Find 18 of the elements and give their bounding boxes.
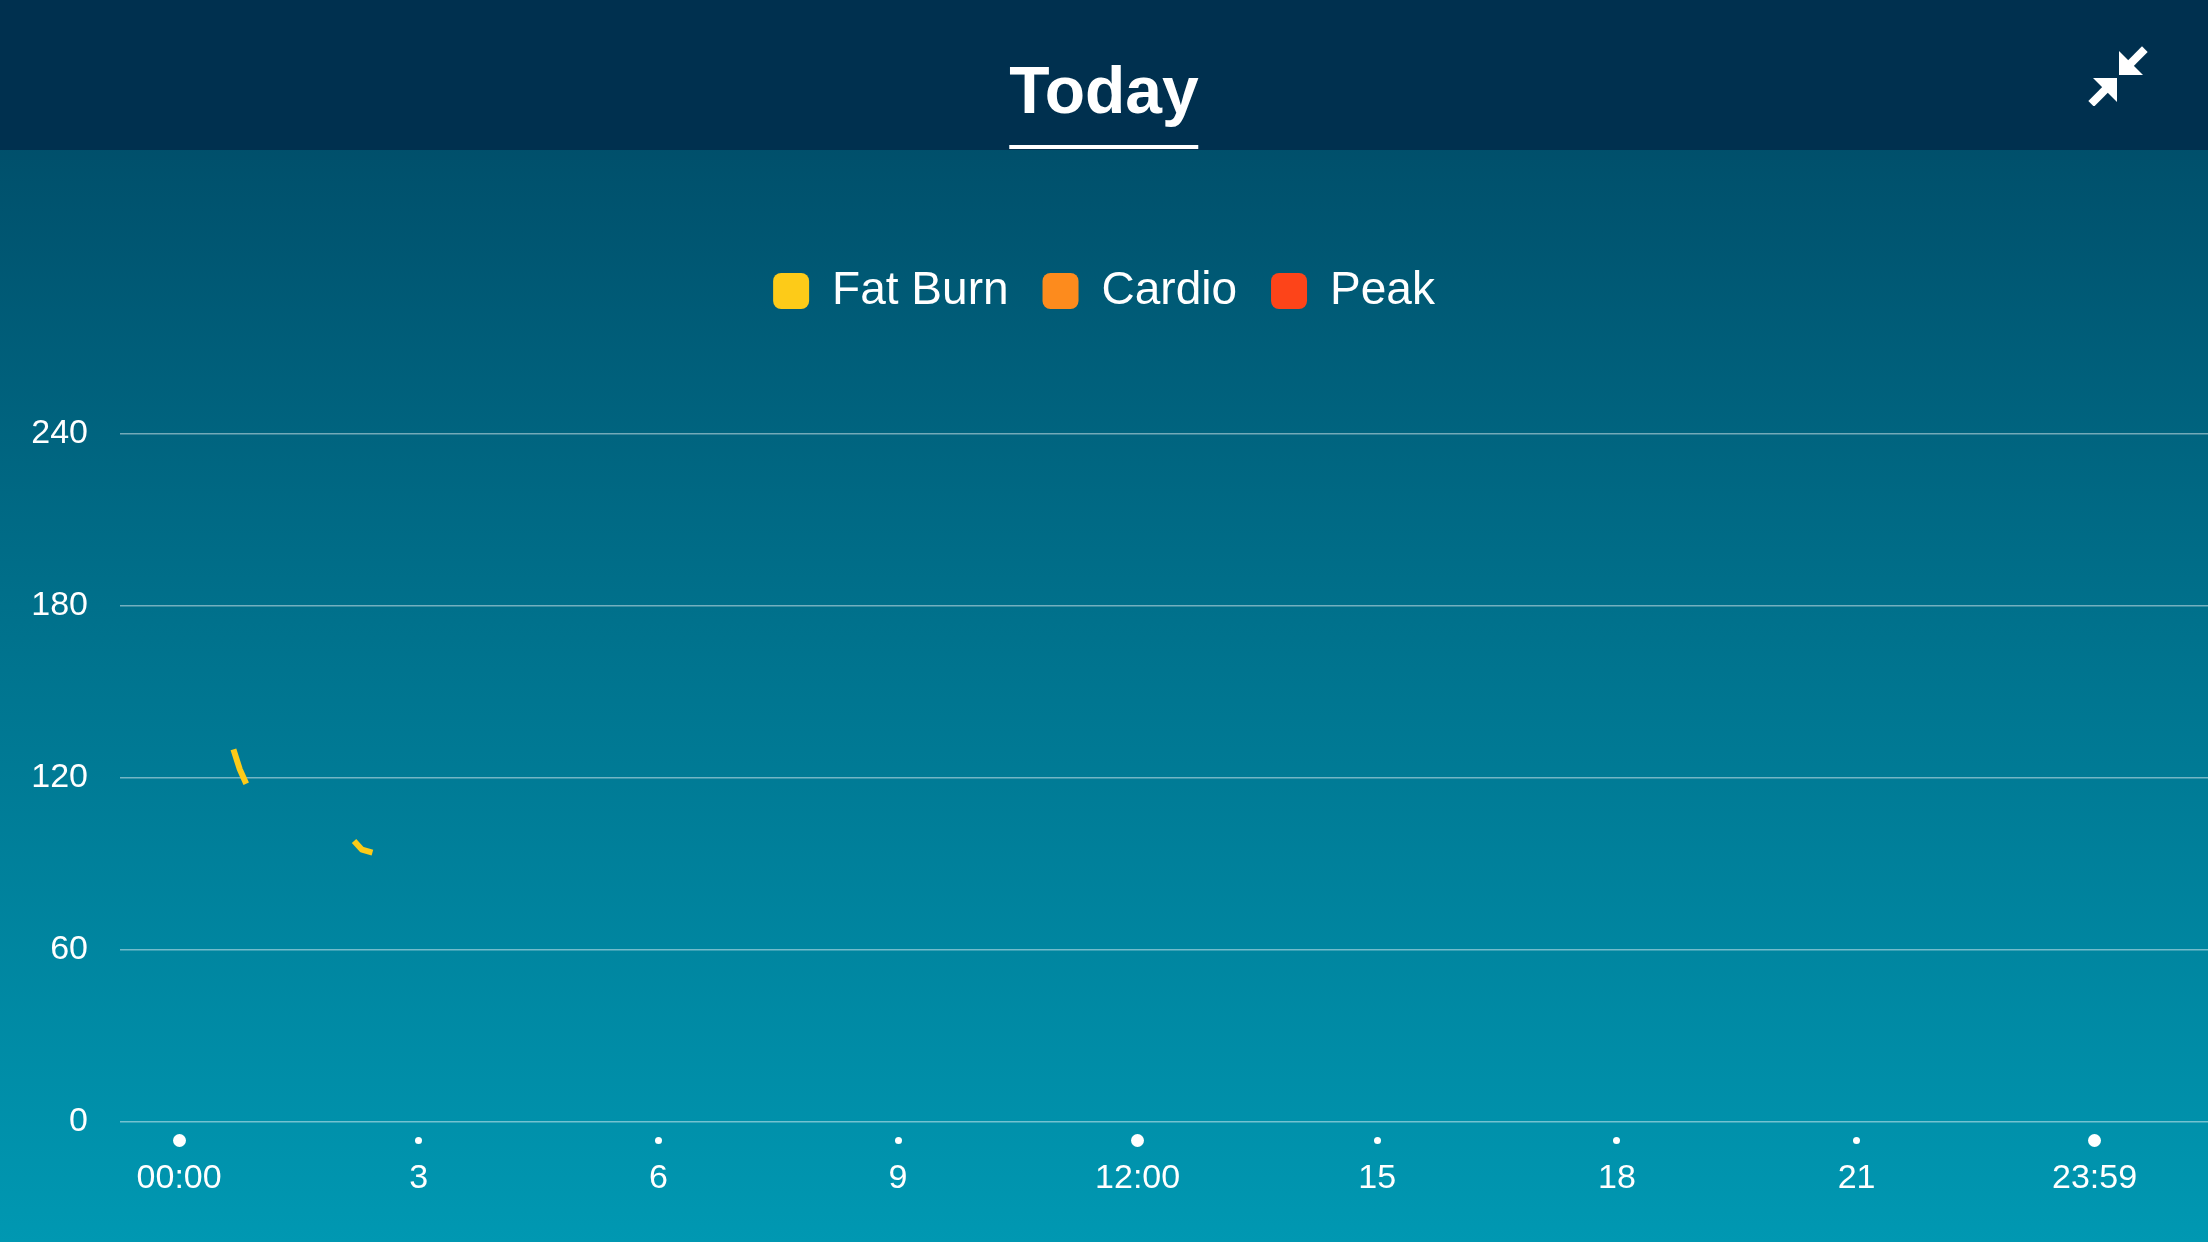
x-tick-label: 18 xyxy=(1597,1156,1636,1195)
y-tick-label: 240 xyxy=(31,412,88,451)
legend-label: Peak xyxy=(1330,261,1436,314)
chart-title: Today xyxy=(1009,53,1199,127)
x-tick-label: 12:00 xyxy=(1095,1156,1181,1195)
legend-label: Fat Burn xyxy=(832,261,1009,314)
legend-label: Cardio xyxy=(1101,261,1238,314)
x-tick-label: 3 xyxy=(409,1156,429,1195)
x-tick-label: 23:59 xyxy=(2052,1156,2138,1195)
x-tick-label: 6 xyxy=(648,1156,668,1195)
x-tick-label: 00:00 xyxy=(136,1156,222,1195)
x-tick-label: 15 xyxy=(1358,1156,1397,1195)
y-tick-label: 180 xyxy=(31,584,88,623)
x-tick-label: 21 xyxy=(1837,1156,1876,1195)
x-tick-label: 9 xyxy=(888,1156,908,1195)
y-tick-label: 120 xyxy=(31,756,88,795)
y-tick-label: 60 xyxy=(50,928,88,967)
y-tick-label: 0 xyxy=(69,1100,88,1139)
